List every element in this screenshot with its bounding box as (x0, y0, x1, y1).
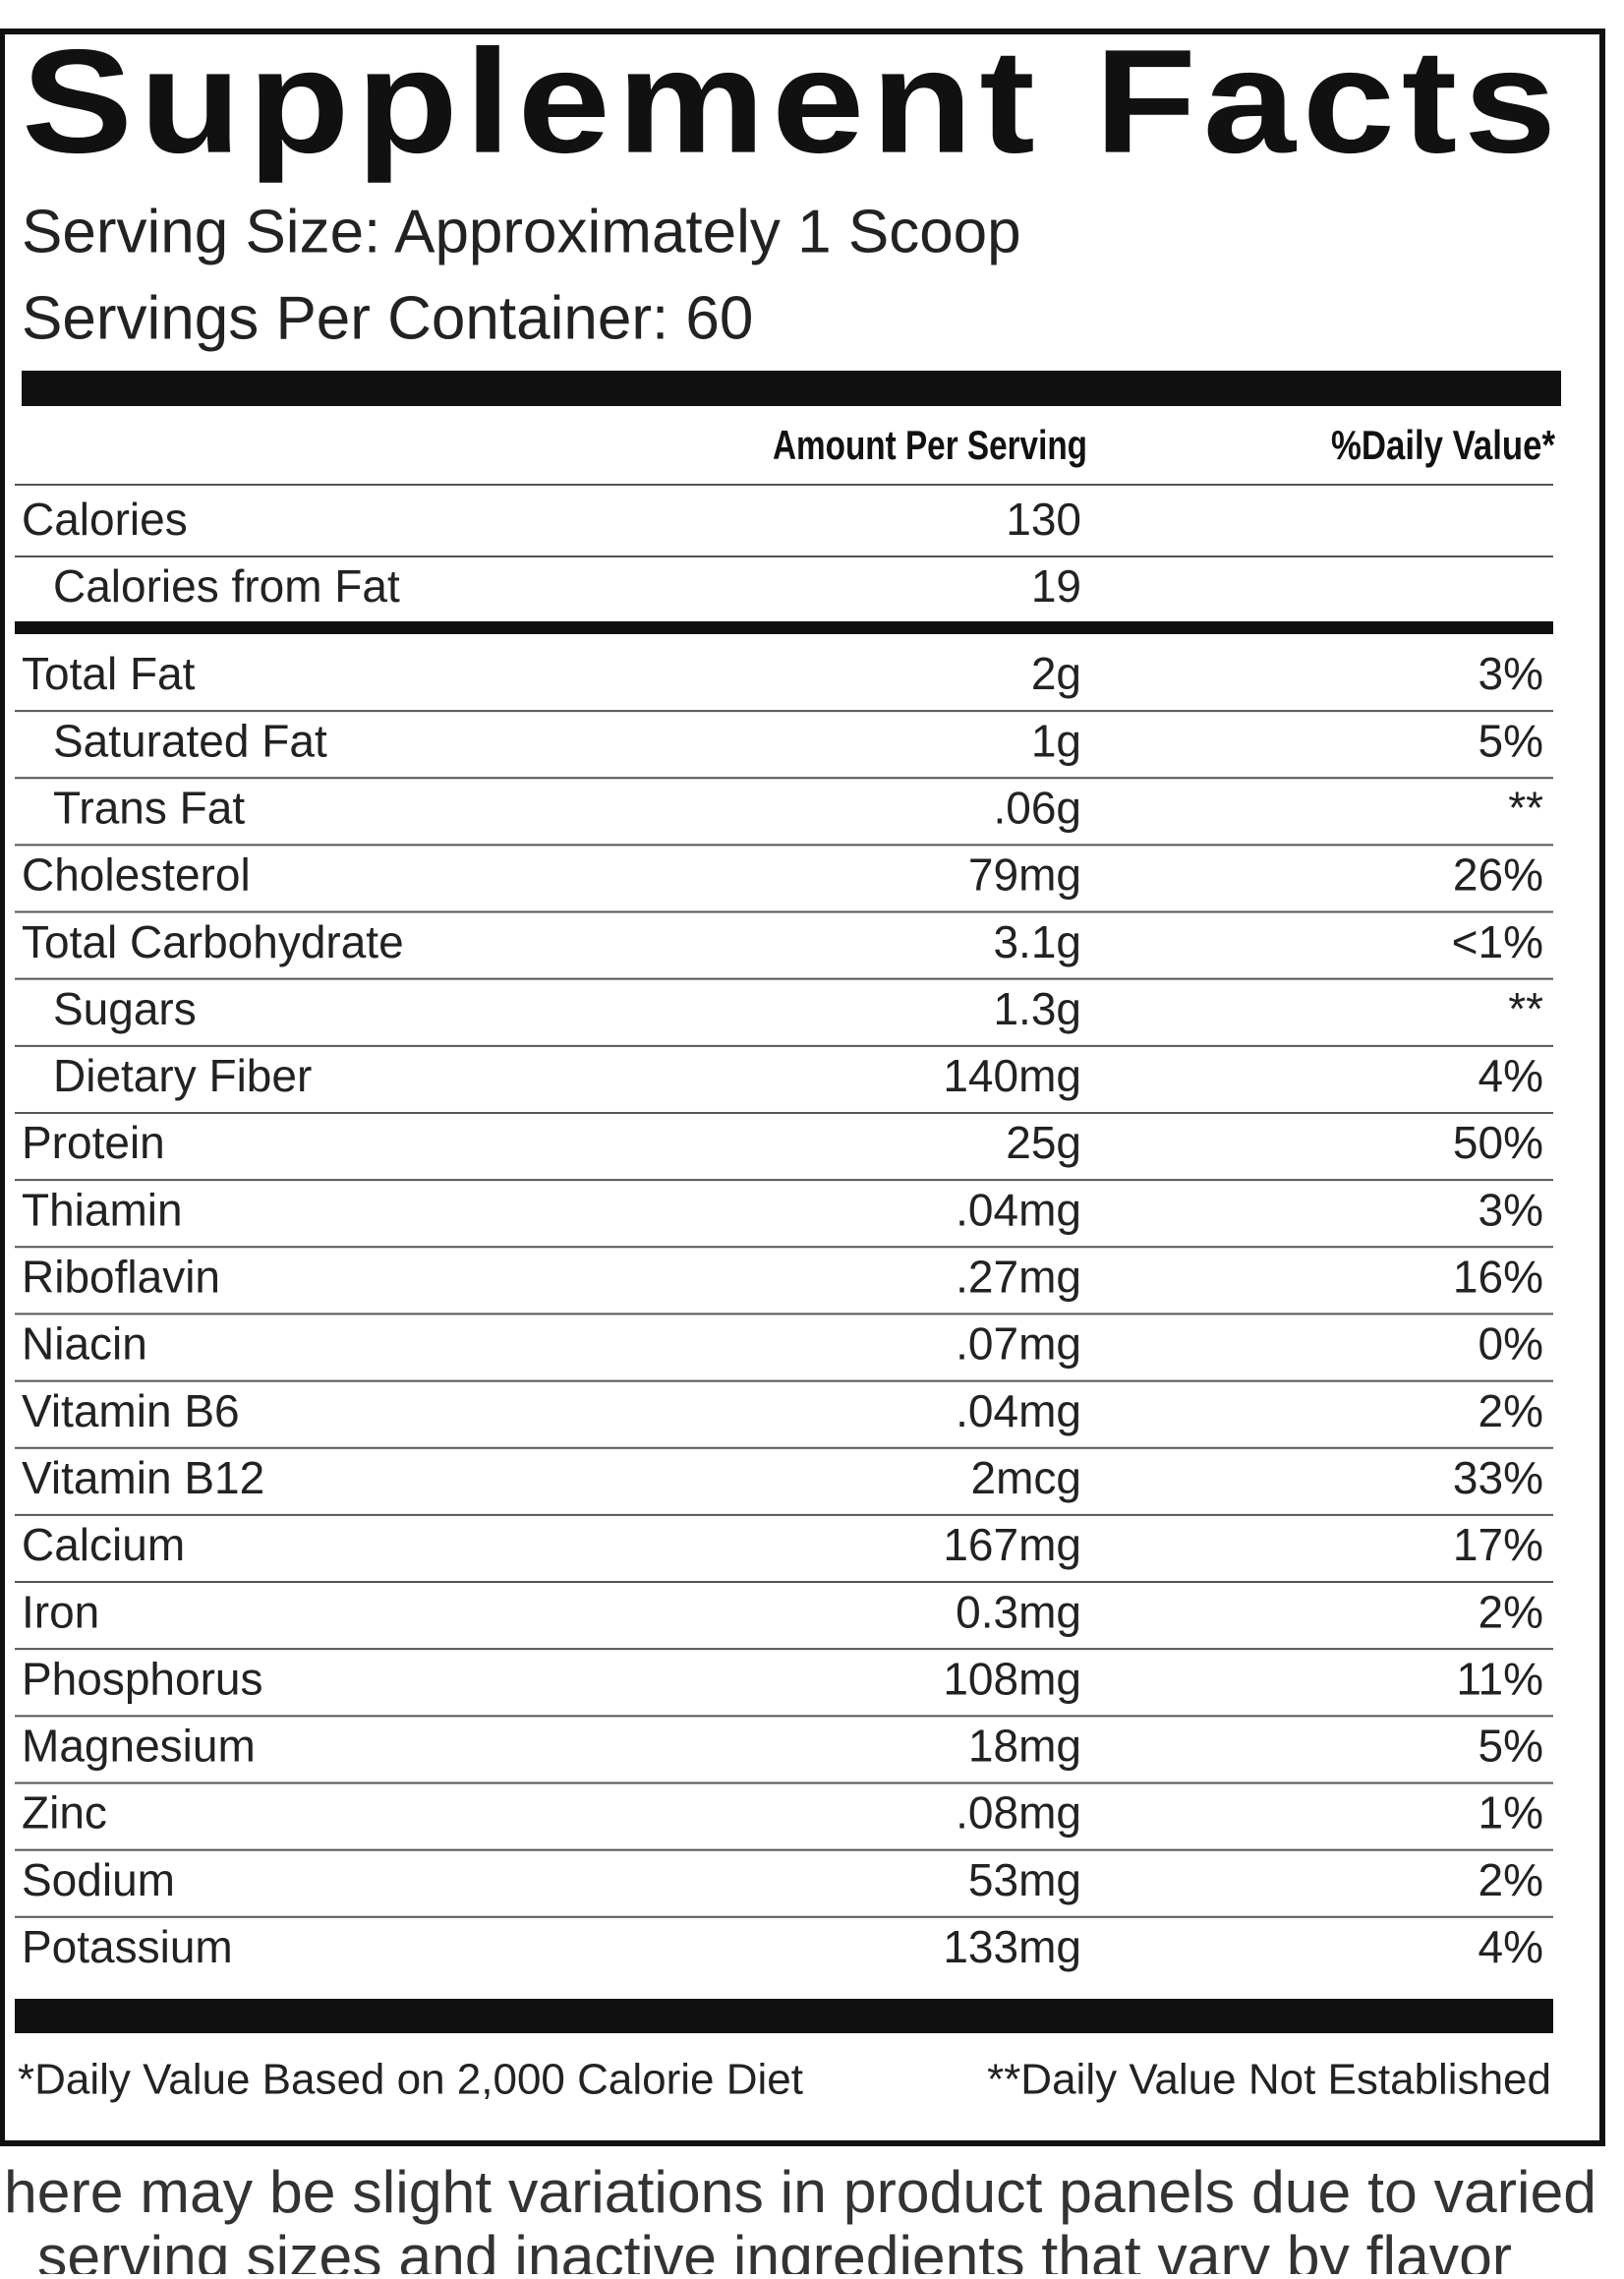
daily-value: 0% (1479, 1318, 1543, 1370)
amount: .06g (993, 782, 1081, 833)
nutrient-name: Calories from Fat (53, 560, 400, 612)
nutrient-name: Calcium (22, 1519, 185, 1570)
disclaimer: here may be slight variations in product… (4, 2159, 1596, 2225)
serving-size: Serving Size: Approximately 1 Scoop (22, 198, 1021, 265)
nutrient-name: Phosphorus (22, 1653, 263, 1704)
thick-rule (15, 1999, 1553, 2033)
thick-rule (22, 371, 1561, 406)
servings-per-container: Servings Per Container: 60 (22, 284, 753, 352)
amount: .04mg (956, 1385, 1081, 1436)
amount: 25g (1006, 1117, 1081, 1168)
nutrient-name: Niacin (22, 1318, 147, 1370)
title: Supplement Facts (22, 19, 1563, 184)
nutrient-name: Riboflavin (22, 1252, 220, 1303)
daily-value: <1% (1452, 916, 1543, 967)
disclaimer: serving sizes and inactive ingredients t… (37, 2224, 1512, 2274)
nutrient-name: Total Carbohydrate (22, 916, 404, 967)
daily-value: 16% (1453, 1252, 1543, 1303)
nutrient-name: Trans Fat (53, 782, 245, 833)
amount: 79mg (968, 849, 1081, 901)
daily-value: 17% (1453, 1519, 1543, 1570)
nutrient-name: Thiamin (22, 1184, 183, 1235)
nutrient-name: Protein (22, 1117, 165, 1168)
amount: 2mcg (971, 1452, 1081, 1503)
footnote: **Daily Value Not Established (987, 2056, 1551, 2104)
nutrient-name: Iron (22, 1586, 99, 1637)
amount: 3.1g (993, 916, 1081, 967)
nutrient-name: Sugars (53, 983, 197, 1034)
amount: .27mg (956, 1252, 1081, 1303)
amount: .08mg (956, 1787, 1081, 1839)
daily-value: 4% (1479, 1050, 1543, 1101)
amount: .07mg (956, 1318, 1081, 1370)
daily-value: 2% (1479, 1385, 1543, 1436)
amount: 2g (1031, 648, 1081, 699)
rows: Calories 130 Calories from Fat 19 Total Fat 2… (15, 494, 1553, 1972)
footnote: *Daily Value Based on 2,000 Calorie Diet (18, 2056, 803, 2104)
nutrient-name: Cholesterol (22, 849, 251, 901)
daily-value: 50% (1453, 1117, 1543, 1168)
amount: 130 (1006, 494, 1081, 545)
amount: 18mg (968, 1721, 1081, 1772)
nutrient-name: Potassium (22, 1921, 233, 1972)
daily-value: 4% (1479, 1921, 1543, 1972)
daily-value: 26% (1453, 849, 1543, 901)
nutrient-name: Dietary Fiber (53, 1050, 312, 1101)
nutrient-name: Magnesium (22, 1721, 256, 1772)
amount: 1g (1031, 715, 1081, 766)
daily-value: ** (1508, 983, 1543, 1034)
nutrient-name: Vitamin B6 (22, 1385, 240, 1436)
daily-value: 5% (1479, 715, 1543, 766)
daily-value: 3% (1479, 648, 1543, 699)
amount: 1.3g (993, 983, 1081, 1034)
daily-value: 1% (1479, 1787, 1543, 1839)
daily-value: 11% (1456, 1653, 1543, 1704)
thick-rule (15, 621, 1553, 634)
amount: .04mg (956, 1184, 1081, 1235)
nutrient-name: Saturated Fat (53, 715, 327, 766)
daily-value: 3% (1479, 1184, 1543, 1235)
amount: 108mg (943, 1653, 1081, 1704)
nutrient-name: Total Fat (22, 648, 196, 699)
daily-value: ** (1508, 782, 1543, 833)
amount: 19 (1031, 560, 1081, 612)
nutrient-name: Zinc (22, 1787, 107, 1839)
daily-value: 2% (1479, 1854, 1543, 1905)
panel-border (0, 29, 1605, 2146)
nutrient-name: Calories (22, 494, 188, 545)
amount: 133mg (943, 1921, 1081, 1972)
amount: 167mg (943, 1519, 1081, 1570)
nutrient-name: Sodium (22, 1854, 175, 1905)
amount: 0.3mg (956, 1586, 1081, 1637)
column-header: Amount Per Serving (773, 422, 1087, 468)
amount: 53mg (968, 1854, 1081, 1905)
daily-value: 33% (1453, 1452, 1543, 1503)
daily-value: 2% (1479, 1586, 1543, 1637)
amount: 140mg (943, 1050, 1081, 1101)
nutrient-name: Vitamin B12 (22, 1452, 264, 1503)
column-header: %Daily Value* (1331, 422, 1556, 468)
daily-value: 5% (1479, 1721, 1543, 1772)
